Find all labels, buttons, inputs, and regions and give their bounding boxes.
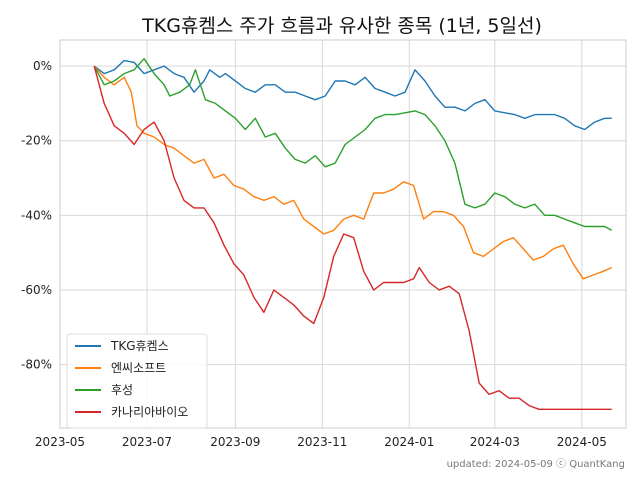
footer-credit: updated: 2024-05-09 ⓒ QuantKang: [447, 458, 625, 470]
series-line-2: [93, 65, 612, 280]
x-tick-label: 2023-05: [35, 435, 85, 449]
x-tick-label: 2023-07: [122, 435, 172, 449]
x-axis: 2023-05 2023-07 2023-09 2023-11 2024-01 2024-…: [35, 435, 607, 449]
x-tick-label: 2023-09: [210, 435, 260, 449]
series-line-3: [93, 58, 613, 231]
y-tick-label: 0%: [33, 59, 52, 73]
plot-frame: [59, 39, 627, 429]
x-tick-label: 2024-03: [470, 435, 520, 449]
chart-title: TKG휴켐스 주가 흐름과 유사한 종목 (1년, 5일선): [141, 15, 542, 37]
y-tick-label: -60%: [21, 283, 52, 297]
y-axis: 0% -20% -40% -60% -80%: [21, 59, 52, 371]
y-tick-label: -80%: [21, 358, 52, 372]
legend-label: 카나리아바이오: [111, 405, 188, 419]
x-tick-label: 2023-11: [297, 435, 347, 449]
x-tick-label: 2024-01: [384, 435, 434, 449]
legend-label: 엔씨소프트: [111, 361, 166, 375]
legend-label: 후성: [111, 383, 133, 397]
series-line-1: [93, 59, 612, 131]
series-layer: [93, 58, 613, 410]
grid-lines: [59, 40, 626, 428]
legend-box: [66, 333, 208, 429]
legend-label: TKG휴켐스: [110, 339, 169, 353]
y-tick-label: -20%: [21, 134, 52, 148]
y-tick-label: -40%: [21, 208, 52, 222]
series-line-4: [93, 65, 612, 410]
x-tick-label: 2024-05: [557, 435, 607, 449]
